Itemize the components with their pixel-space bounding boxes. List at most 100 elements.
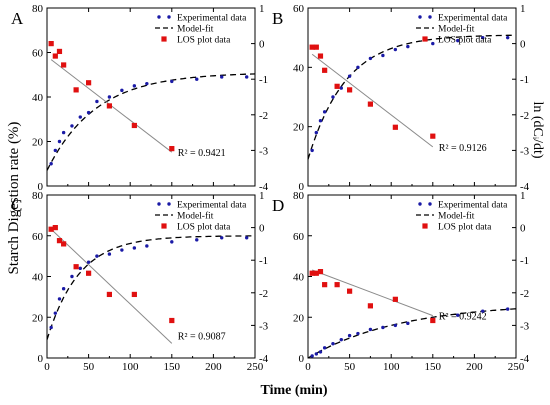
x-tick-label: 150 bbox=[425, 361, 442, 373]
right-y-tick-label: -3 bbox=[520, 320, 530, 332]
model-fit-curve bbox=[46, 73, 256, 171]
los-point bbox=[131, 291, 137, 298]
experimental-point bbox=[86, 110, 91, 115]
los-point bbox=[367, 303, 373, 309]
left-y-axis-label: Starch Digestion rate (%) bbox=[6, 122, 22, 275]
x-tick-label: 200 bbox=[466, 361, 483, 373]
r-squared-annotation: R² = 0.9242 bbox=[439, 312, 487, 323]
experimental-point bbox=[314, 352, 319, 356]
experimental-point bbox=[95, 254, 99, 258]
experimental-point bbox=[481, 35, 485, 40]
experimental-point bbox=[170, 79, 174, 84]
legend-label-model-fit: Model-fit bbox=[177, 24, 214, 35]
legend-label-los: LOS plot data bbox=[177, 36, 231, 46]
experimental-point bbox=[356, 65, 360, 70]
x-tick-label: 200 bbox=[205, 361, 222, 373]
left-y-tick-label: 40 bbox=[293, 62, 305, 74]
experimental-point bbox=[368, 327, 373, 332]
los-point bbox=[56, 238, 63, 244]
los-point bbox=[309, 270, 315, 276]
legend-marker-los bbox=[161, 36, 167, 42]
los-point bbox=[334, 83, 340, 89]
experimental-point bbox=[310, 148, 314, 153]
left-y-tick-label: 0 bbox=[299, 353, 305, 365]
panel-a: 0 20 40 60 80 -4 -3 -2 -1 0 1 A R² = 0.9421 Experimen… bbox=[11, 3, 269, 193]
experimental-point bbox=[78, 115, 82, 119]
los-point bbox=[52, 53, 58, 59]
los-point bbox=[347, 288, 353, 294]
experimental-point bbox=[356, 331, 360, 336]
experimental-point bbox=[61, 287, 66, 291]
legend-label-experimental: Experimental data bbox=[438, 14, 508, 24]
legend-label-model-fit: Model-fit bbox=[177, 211, 214, 222]
legend-label-los: LOS plot data bbox=[438, 223, 492, 233]
x-tick-label: 250 bbox=[508, 361, 525, 373]
los-fit-line bbox=[311, 53, 434, 148]
los-point bbox=[86, 270, 92, 276]
legend-label-model-fit: Model-fit bbox=[438, 211, 475, 222]
los-point bbox=[73, 264, 79, 270]
los-point bbox=[61, 62, 67, 68]
x-tick-label: 0 bbox=[305, 361, 311, 373]
experimental-point bbox=[368, 56, 373, 61]
legend-marker-experimental bbox=[167, 202, 171, 206]
experimental-point bbox=[53, 148, 58, 153]
left-y-tick-label: 60 bbox=[32, 48, 44, 60]
experimental-point bbox=[406, 321, 410, 326]
left-y-tick-label: 0 bbox=[38, 353, 44, 365]
los-point bbox=[367, 101, 373, 107]
experimental-point bbox=[393, 323, 398, 328]
left-y-tick-label: 20 bbox=[32, 312, 44, 324]
right-y-tick-label: -1 bbox=[520, 74, 529, 86]
right-y-tick-label: -3 bbox=[520, 145, 530, 157]
experimental-point bbox=[406, 44, 410, 49]
experimental-point bbox=[57, 139, 62, 144]
left-y-tick-label: 80 bbox=[293, 190, 305, 202]
experimental-point bbox=[331, 95, 335, 99]
los-point bbox=[73, 87, 79, 93]
experimental-point bbox=[132, 84, 137, 88]
x-tick-label: 50 bbox=[83, 361, 95, 373]
los-point bbox=[106, 291, 112, 298]
panel-label: A bbox=[11, 9, 24, 28]
legend-label-los: LOS plot data bbox=[177, 223, 231, 233]
experimental-point bbox=[49, 325, 53, 330]
experimental-point bbox=[53, 311, 58, 315]
experimental-point bbox=[431, 41, 435, 46]
r-squared-annotation: R² = 0.9421 bbox=[178, 148, 226, 159]
experimental-point bbox=[318, 119, 323, 123]
experimental-point bbox=[145, 244, 149, 248]
legend-marker-experimental bbox=[157, 15, 161, 19]
experimental-point bbox=[145, 81, 149, 86]
left-y-tick-label: 40 bbox=[293, 272, 305, 284]
experimental-point bbox=[95, 99, 99, 104]
los-point bbox=[322, 282, 328, 288]
experimental-point bbox=[322, 110, 327, 114]
legend-marker-experimental bbox=[157, 202, 161, 206]
legend-marker-experimental bbox=[418, 15, 422, 19]
los-point bbox=[392, 296, 398, 302]
left-y-tick-label: 60 bbox=[32, 231, 44, 243]
right-y-tick-label: -4 bbox=[259, 353, 269, 365]
legend-marker-los bbox=[422, 223, 428, 229]
los-point bbox=[52, 225, 58, 231]
los-point bbox=[313, 44, 319, 50]
los-point bbox=[317, 269, 324, 275]
plot-frame bbox=[307, 194, 517, 359]
experimental-point bbox=[381, 325, 385, 330]
left-y-tick-label: 20 bbox=[293, 312, 305, 324]
experimental-point bbox=[456, 313, 460, 317]
left-y-tick-label: 0 bbox=[299, 181, 305, 193]
panel-b: 0 20 40 60 -4 -3 -2 -1 0 1 B R² = 0.9126 Experimenta… bbox=[272, 3, 530, 193]
right-y-tick-label: -4 bbox=[259, 181, 269, 193]
experimental-point bbox=[505, 307, 510, 311]
legend-label-model-fit: Model-fit bbox=[438, 24, 475, 35]
legend-label-experimental: Experimental data bbox=[177, 201, 247, 211]
right-y-tick-label: -2 bbox=[520, 110, 529, 122]
x-tick-label: 100 bbox=[122, 361, 139, 373]
experimental-point bbox=[220, 236, 224, 240]
right-y-tick-label: 1 bbox=[520, 3, 526, 15]
experimental-point bbox=[331, 342, 335, 346]
